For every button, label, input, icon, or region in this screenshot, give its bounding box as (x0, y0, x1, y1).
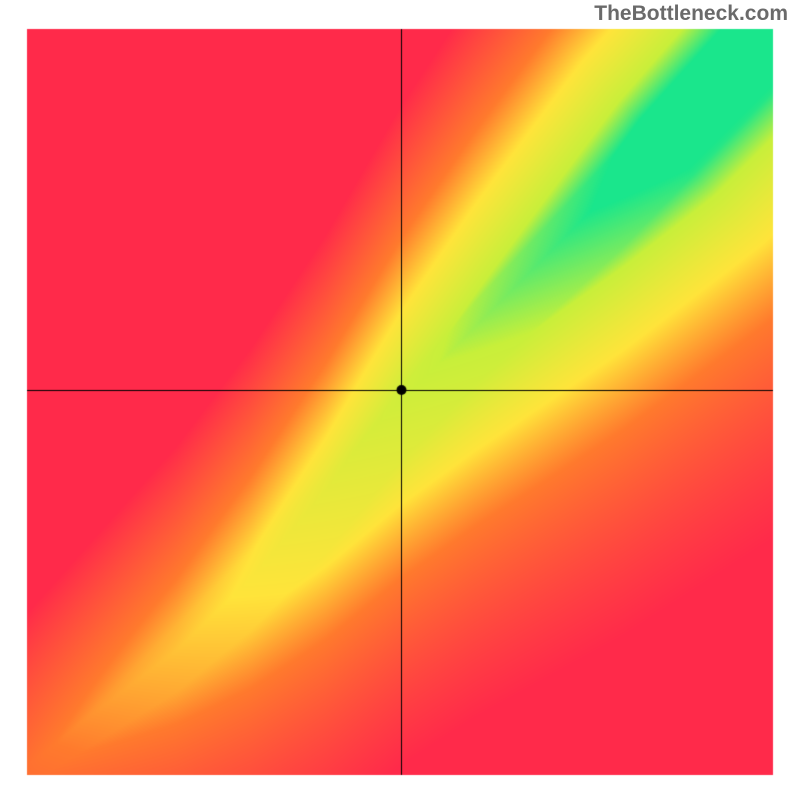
bottleneck-heatmap-canvas (0, 0, 800, 800)
watermark-label: TheBottleneck.com (594, 2, 788, 26)
